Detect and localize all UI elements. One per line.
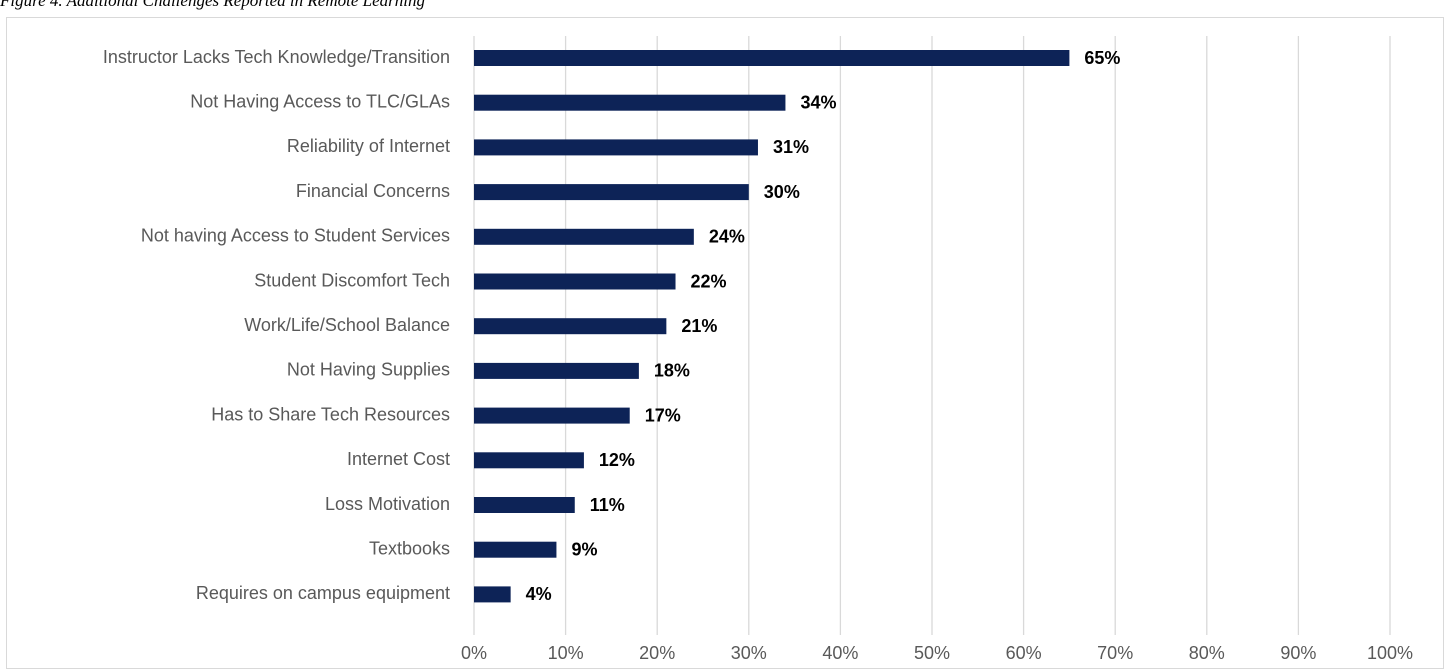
x-tick-label: 90% [1280, 643, 1316, 663]
bar [474, 362, 639, 379]
bar [474, 184, 749, 201]
bars [474, 50, 1070, 603]
bar [474, 94, 786, 111]
bar [474, 273, 676, 290]
data-label: 21% [681, 316, 717, 336]
category-label: Loss Motivation [325, 494, 450, 514]
x-axis-tick-labels: 0% 10% 20% 30% 40% 50% 60% 70% 80% 90% 100% [461, 643, 1413, 663]
data-label: 18% [654, 361, 690, 381]
data-label: 34% [800, 92, 836, 112]
bar [474, 228, 694, 245]
category-label: Internet Cost [347, 449, 450, 469]
data-label: 65% [1084, 48, 1120, 68]
data-label: 24% [709, 227, 745, 247]
data-label: 30% [764, 182, 800, 202]
data-label: 31% [773, 137, 809, 157]
bar [474, 407, 630, 424]
x-tick-label: 30% [731, 643, 767, 663]
category-label: Not having Access to Student Services [141, 226, 450, 246]
x-tick-label: 50% [914, 643, 950, 663]
category-label: Instructor Lacks Tech Knowledge/Transiti… [103, 47, 450, 67]
category-label: Not Having Access to TLC/GLAs [190, 91, 450, 111]
bar [474, 586, 511, 603]
bar-chart: Instructor Lacks Tech Knowledge/Transiti… [103, 36, 1413, 663]
x-tick-label: 40% [822, 643, 858, 663]
x-tick-label: 80% [1189, 643, 1225, 663]
x-tick-label: 70% [1097, 643, 1133, 663]
x-tick-label: 20% [639, 643, 675, 663]
category-label: Student Discomfort Tech [254, 270, 450, 290]
category-label: Has to Share Tech Resources [211, 404, 450, 424]
data-label: 11% [590, 495, 625, 515]
data-label: 12% [599, 450, 635, 470]
category-label: Reliability of Internet [287, 136, 450, 156]
data-label: 4% [526, 584, 552, 604]
gridlines [473, 36, 1391, 635]
x-tick-label: 0% [461, 643, 487, 663]
category-label: Requires on campus equipment [196, 583, 450, 603]
category-label: Work/Life/School Balance [244, 315, 450, 335]
data-labels: 65% 34% 31% 30% 24% 22% 21% 18% 17% 12% 11% 9% 4% [526, 48, 1121, 604]
category-labels: Instructor Lacks Tech Knowledge/Transiti… [103, 47, 450, 603]
bar [474, 497, 575, 513]
category-label: Not Having Supplies [287, 360, 450, 380]
x-tick-label: 10% [548, 643, 584, 663]
bar [474, 541, 557, 558]
bar [474, 139, 758, 156]
chart-area: Instructor Lacks Tech Knowledge/Transiti… [6, 17, 1444, 669]
category-label: Financial Concerns [296, 181, 450, 201]
bar [474, 318, 667, 335]
x-tick-label: 100% [1367, 643, 1413, 663]
x-tick-label: 60% [1006, 643, 1042, 663]
data-label: 22% [691, 271, 727, 291]
data-label: 9% [571, 539, 597, 559]
figure-caption: Figure 4. Additional Challenges Reported… [0, 0, 425, 10]
bar [474, 50, 1070, 66]
data-label: 17% [645, 405, 681, 425]
category-label: Textbooks [369, 538, 450, 558]
bar [474, 452, 584, 469]
